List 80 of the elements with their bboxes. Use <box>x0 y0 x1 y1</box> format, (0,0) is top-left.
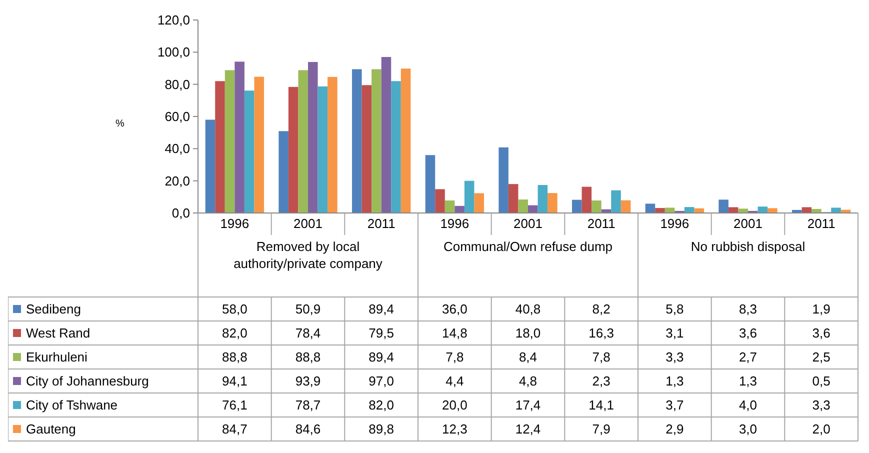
data-label: 58,0 <box>222 302 248 317</box>
data-label: 17,4 <box>515 398 541 413</box>
data-label: 3,3 <box>812 398 830 413</box>
y-tick-label: 80,0 <box>164 76 190 92</box>
text: No rubbish disposal <box>690 239 806 254</box>
data-label: 3,7 <box>666 398 684 413</box>
y-tick-label: 40,0 <box>164 141 190 156</box>
legend-label: Sedibeng <box>26 302 81 317</box>
x-tick-label: 1996 <box>660 216 690 231</box>
data-label: 78,4 <box>295 326 321 341</box>
data-label: 3,1 <box>666 326 684 341</box>
data-label: 3,6 <box>812 326 830 341</box>
text: Removed by local authority/private company <box>234 239 383 271</box>
data-label: 2,5 <box>812 350 830 365</box>
data-label: 1,3 <box>666 374 684 389</box>
data-label: 20,0 <box>442 398 468 413</box>
data-label: 3,0 <box>738 422 758 437</box>
x-tick-label: 2011 <box>587 216 616 231</box>
data-label: 4,0 <box>738 398 758 413</box>
legend-label: West Rand <box>26 326 90 341</box>
data-label: 12,3 <box>442 422 468 437</box>
data-label: 8,4 <box>518 350 538 365</box>
data-label: 2,0 <box>812 422 830 437</box>
data-label: 82,0 <box>368 398 394 413</box>
data-label: 88,8 <box>222 350 248 365</box>
data-label: 2,9 <box>666 422 684 437</box>
data-label: 2,3 <box>592 374 610 389</box>
legend-label: City of Tshwane <box>26 398 118 413</box>
data-label: 1,9 <box>812 302 830 317</box>
data-label: 12,4 <box>515 422 541 437</box>
data-label: 1,3 <box>738 374 758 389</box>
data-label: 3,3 <box>666 350 684 365</box>
data-label: 8,2 <box>592 302 610 317</box>
data-label: 40,8 <box>515 302 541 317</box>
data-label: 76,1 <box>222 398 248 413</box>
data-label: 50,9 <box>295 302 321 317</box>
data-label: 93,9 <box>295 374 321 389</box>
x-tick-label: 2011 <box>807 216 836 231</box>
legend-label: City of Johannesburg <box>26 374 149 389</box>
data-label: 79,5 <box>368 326 394 341</box>
x-tick-label: 2001 <box>514 216 542 231</box>
x-tick-label: 2001 <box>734 216 762 231</box>
data-label: 4,8 <box>518 374 538 389</box>
data-label: 89,4 <box>368 302 394 317</box>
y-tick-label: 120,0 <box>157 12 190 28</box>
data-label: 36,0 <box>442 302 468 317</box>
data-label: 14,1 <box>588 398 614 413</box>
data-label: 5,8 <box>666 302 684 317</box>
data-label: 8,3 <box>738 302 758 317</box>
data-label: 7,8 <box>446 350 464 365</box>
y-tick-label: 100,0 <box>157 44 190 60</box>
data-label: 82,0 <box>222 326 248 341</box>
data-label: 16,3 <box>588 326 614 341</box>
data-label: 14,8 <box>442 326 468 341</box>
data-label: 78,7 <box>295 398 321 413</box>
data-label: 0,5 <box>812 374 830 389</box>
data-label: 7,9 <box>592 422 610 437</box>
y-tick-label: 20,0 <box>164 173 190 188</box>
data-label: 4,4 <box>446 374 464 389</box>
x-tick-label: 2011 <box>367 216 396 231</box>
legend-label: Gauteng <box>26 422 76 437</box>
x-tick-label: 2001 <box>294 216 322 231</box>
data-label: 2,7 <box>738 350 758 365</box>
legend-label: Ekurhuleni <box>26 350 88 365</box>
data-label: 18,0 <box>515 326 541 341</box>
data-label: 88,8 <box>295 350 321 365</box>
text: Communal/Own refuse dump <box>443 239 613 254</box>
data-label: 89,4 <box>368 350 394 365</box>
x-tick-label: 1996 <box>220 216 250 231</box>
data-label: 89,8 <box>368 422 394 437</box>
x-tick-label: 1996 <box>440 216 470 231</box>
data-label: 7,8 <box>592 350 610 365</box>
data-label: 84,7 <box>222 422 248 437</box>
data-label: 84,6 <box>295 422 321 437</box>
data-label: 94,1 <box>222 374 248 389</box>
y-tick-label: 0,0 <box>172 206 190 221</box>
data-label: 97,0 <box>368 374 394 389</box>
data-label: 3,6 <box>738 326 758 341</box>
y-axis-title: % <box>116 118 125 130</box>
y-tick-label: 60,0 <box>164 109 190 124</box>
